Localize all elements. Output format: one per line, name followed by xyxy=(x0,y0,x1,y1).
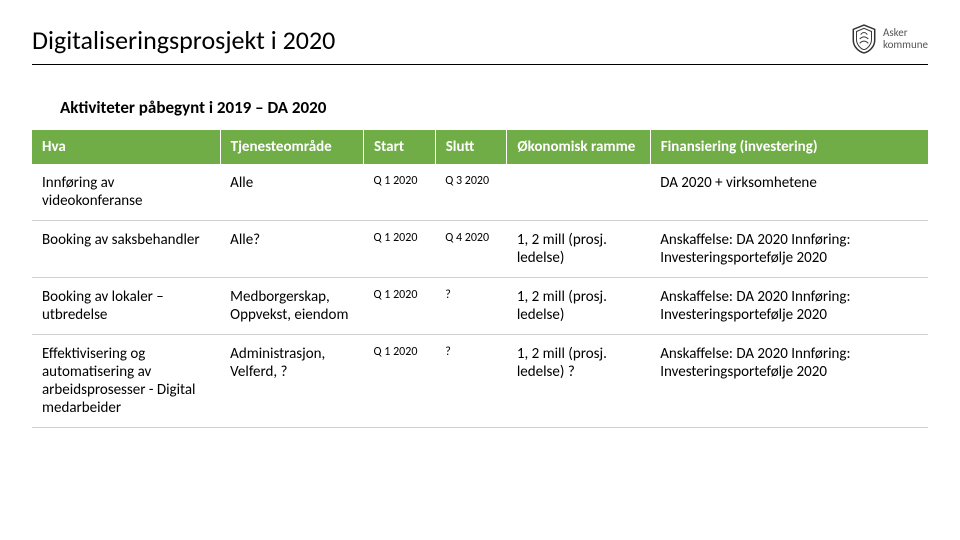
table-row: Innføring av videokonferanse Alle Q 1 20… xyxy=(32,164,928,221)
cell-okonomisk xyxy=(507,164,650,221)
cell-slutt: ? xyxy=(435,278,507,335)
shield-icon xyxy=(851,24,877,54)
table-row: Booking av saksbehandler Alle? Q 1 2020 … xyxy=(32,221,928,278)
cell-start: Q 1 2020 xyxy=(364,335,436,428)
table-header-row: Hva Tjenesteområde Start Slutt Økonomisk… xyxy=(32,130,928,164)
cell-start: Q 1 2020 xyxy=(364,278,436,335)
cell-hva: Booking av lokaler – utbredelse xyxy=(32,278,220,335)
slide: Digitaliseringsprosjekt i 2020 Asker kom… xyxy=(0,0,960,540)
table-row: Booking av lokaler – utbredelse Medborge… xyxy=(32,278,928,335)
table-row: Effektivisering og automatisering av arb… xyxy=(32,335,928,428)
subtitle: Aktiviteter påbegynt i 2019 – DA 2020 xyxy=(60,97,928,118)
cell-tjenesteomrade: Alle xyxy=(220,164,363,221)
cell-okonomisk: 1, 2 mill (prosj. ledelse) xyxy=(507,221,650,278)
org-name-bottom: kommune xyxy=(883,39,928,51)
cell-okonomisk: 1, 2 mill (prosj. ledelse) ? xyxy=(507,335,650,428)
cell-finansiering: Anskaffelse: DA 2020 Innføring: Invester… xyxy=(650,278,928,335)
cell-slutt: ? xyxy=(435,335,507,428)
col-header-slutt: Slutt xyxy=(435,130,507,164)
header-bar: Digitaliseringsprosjekt i 2020 Asker kom… xyxy=(32,24,928,65)
cell-hva: Innføring av videokonferanse xyxy=(32,164,220,221)
cell-tjenesteomrade: Alle? xyxy=(220,221,363,278)
activities-table: Hva Tjenesteområde Start Slutt Økonomisk… xyxy=(32,130,928,428)
cell-start: Q 1 2020 xyxy=(364,221,436,278)
cell-tjenesteomrade: Medborgerskap, Oppvekst, eiendom xyxy=(220,278,363,335)
cell-hva: Booking av saksbehandler xyxy=(32,221,220,278)
col-header-hva: Hva xyxy=(32,130,220,164)
cell-tjenesteomrade: Administrasjon, Velferd, ? xyxy=(220,335,363,428)
cell-okonomisk: 1, 2 mill (prosj. ledelse) xyxy=(507,278,650,335)
col-header-finansiering: Finansiering (investering) xyxy=(650,130,928,164)
page-title: Digitaliseringsprosjekt i 2020 xyxy=(32,24,335,56)
cell-finansiering: DA 2020 + virksomhetene xyxy=(650,164,928,221)
cell-finansiering: Anskaffelse: DA 2020 Innføring: Invester… xyxy=(650,221,928,278)
cell-start: Q 1 2020 xyxy=(364,164,436,221)
org-name: Asker kommune xyxy=(883,27,928,51)
cell-slutt: Q 4 2020 xyxy=(435,221,507,278)
cell-finansiering: Anskaffelse: DA 2020 Innføring: Invester… xyxy=(650,335,928,428)
col-header-start: Start xyxy=(364,130,436,164)
cell-slutt: Q 3 2020 xyxy=(435,164,507,221)
col-header-okonomisk: Økonomisk ramme xyxy=(507,130,650,164)
org-logo: Asker kommune xyxy=(851,24,928,54)
col-header-tjenesteomrade: Tjenesteområde xyxy=(220,130,363,164)
cell-hva: Effektivisering og automatisering av arb… xyxy=(32,335,220,428)
